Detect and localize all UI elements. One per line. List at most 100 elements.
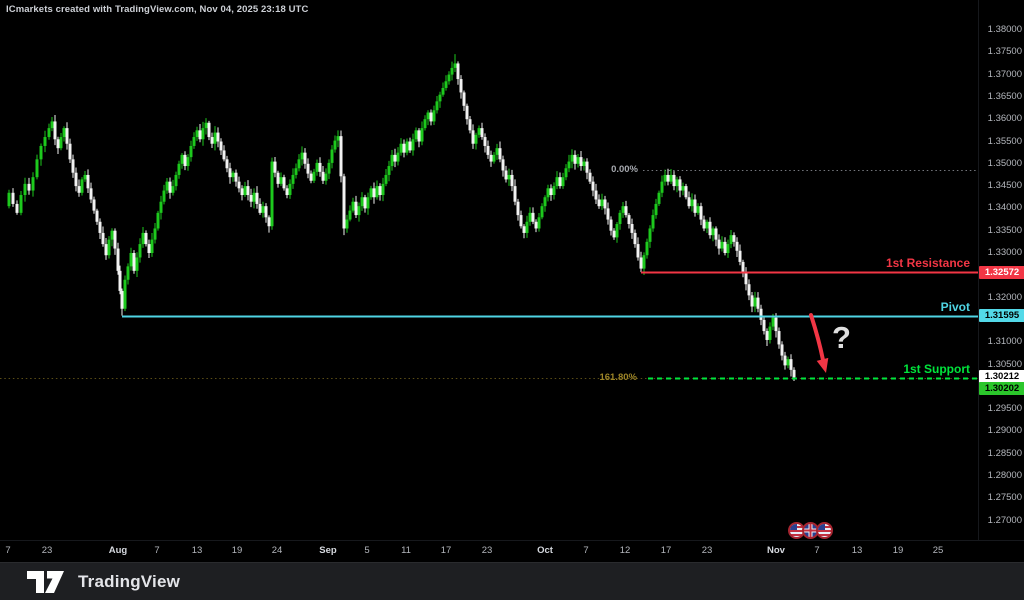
time-axis[interactable]: 7 23 Aug 7 13 19 24 Sep 5 11 17 23 Oct 7 12 17 23 Nov 7 13 1… (0, 540, 1024, 563)
price-badge-support: 1.30202 (979, 382, 1024, 396)
candle-body (234, 172, 238, 182)
candle-body (303, 152, 307, 164)
candle-body (417, 130, 421, 142)
candle-body (204, 122, 208, 129)
candle-body (726, 244, 730, 253)
candle-body (396, 152, 400, 162)
candle-body (534, 221, 538, 229)
candle-body (27, 183, 31, 191)
candle-body (150, 239, 154, 253)
candle-body (35, 159, 39, 178)
candle-body (459, 79, 463, 93)
candle-body (71, 159, 75, 173)
candle-body (7, 192, 11, 207)
candle-body (312, 171, 316, 181)
candle-body (651, 215, 655, 229)
candle-body (600, 199, 604, 207)
candle-body (498, 148, 502, 160)
candle-body (738, 250, 742, 262)
candle-body (387, 166, 391, 175)
candle-body (381, 183, 385, 196)
candle-body (558, 177, 562, 187)
down-arrow-icon[interactable] (809, 313, 829, 373)
candlestick-series[interactable] (7, 54, 796, 382)
price-tick-label: 1.31000 (987, 336, 1022, 348)
price-tick-label: 1.30500 (987, 358, 1022, 370)
candle-body (15, 203, 19, 213)
price-tick-label: 1.36500 (987, 90, 1022, 102)
question-mark-annotation[interactable]: ? (832, 320, 851, 355)
candle-body (294, 168, 298, 175)
candle-body (95, 210, 99, 222)
candle-body (168, 181, 172, 193)
candle-body (327, 162, 331, 174)
candle-body (402, 143, 406, 153)
level-lines[interactable] (122, 271, 978, 380)
resistance-label[interactable]: 1st Resistance (885, 255, 970, 270)
candle-body (630, 224, 634, 233)
candle-body (68, 143, 72, 160)
price-badge-pivot: 1.31595 (979, 309, 1024, 323)
candle-body (480, 128, 484, 138)
candle-body (324, 173, 328, 181)
tradingview-brand-text[interactable]: TradingView (78, 572, 181, 591)
candle-body (765, 331, 769, 340)
candle-body (732, 235, 736, 242)
candle-body (282, 177, 286, 189)
candle-body (180, 154, 184, 164)
candle-body (348, 210, 352, 220)
candle-body (588, 172, 592, 182)
candle-body (717, 239, 721, 249)
candle-body (624, 206, 628, 216)
candle-body (360, 197, 364, 207)
candle-body (759, 308, 763, 320)
candle-body (465, 105, 469, 120)
candle-body (576, 157, 580, 164)
candle-body (618, 212, 622, 225)
support-label[interactable]: 1st Support (903, 361, 970, 376)
price-tick-label: 1.36000 (987, 113, 1022, 125)
candle-body (231, 172, 235, 178)
candle-body (432, 110, 436, 122)
pivot-label[interactable]: Pivot (940, 299, 970, 314)
candle-body (648, 228, 652, 242)
time-tick-label: 5 (364, 545, 370, 556)
candle-body (444, 81, 448, 88)
candle-body (171, 186, 175, 193)
candle-body (279, 177, 283, 184)
candle-body (132, 253, 136, 271)
candle-body (297, 159, 301, 169)
us-flag-icon[interactable] (816, 522, 833, 539)
candle-body (174, 174, 178, 187)
candle-body (504, 170, 508, 180)
candle-body (198, 130, 202, 140)
candle-body (609, 219, 613, 231)
candle-body (291, 174, 295, 184)
time-tick-label: 7 (5, 545, 11, 556)
candle-body (591, 181, 595, 191)
tradingview-logo-icon[interactable] (26, 567, 66, 597)
price-axis[interactable]: 1.32572 1.31595 1.30212 1.30202 1.38000 1… (978, 0, 1024, 540)
chart-canvas[interactable] (0, 0, 1024, 540)
candle-body (582, 161, 586, 167)
candle-body (414, 130, 418, 140)
time-tick-label: Oct (537, 545, 553, 556)
candle-body (564, 168, 568, 178)
candle-body (687, 197, 691, 207)
candle-body (669, 174, 673, 182)
price-badge-last: 1.30212 (979, 369, 1024, 383)
candle-body (177, 163, 181, 175)
event-flags[interactable] (788, 522, 833, 539)
candle-body (744, 273, 748, 285)
candle-body (483, 137, 487, 146)
candle-body (288, 183, 292, 196)
candle-body (660, 181, 664, 193)
candle-body (270, 161, 274, 227)
price-tick-label: 1.37500 (987, 46, 1022, 58)
candle-body (159, 201, 163, 213)
candle-body (552, 186, 556, 196)
candle-body (101, 232, 105, 245)
candle-body (252, 192, 256, 202)
candle-body (474, 134, 478, 144)
